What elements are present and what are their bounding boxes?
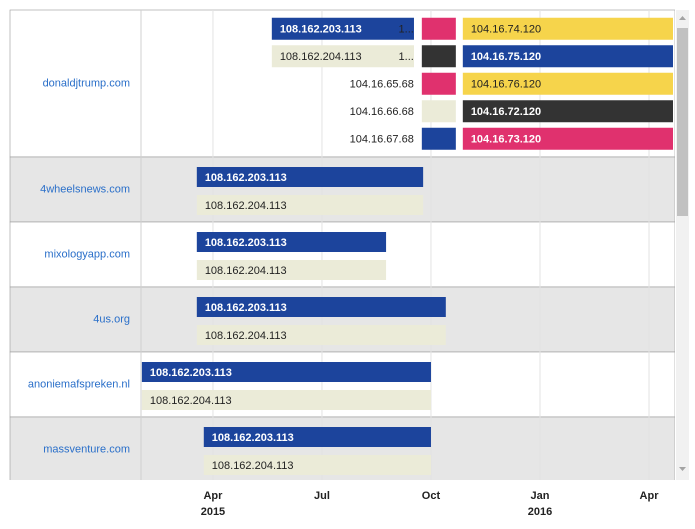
scroll-down[interactable] — [679, 467, 686, 471]
row-label[interactable]: anoniemafspreken.nl — [28, 378, 130, 390]
timeline-bar[interactable] — [421, 45, 456, 68]
x-tick-label: Jul — [314, 490, 330, 502]
bar-label: 104.16.73.120 — [471, 134, 541, 146]
bar-label: 104.16.75.120 — [471, 51, 541, 63]
row-label[interactable]: massventure.com — [43, 443, 130, 455]
bar-label: 1... — [399, 51, 414, 63]
bar-label: 104.16.67.68 — [350, 134, 414, 146]
row-label[interactable]: 4wheelsnews.com — [40, 183, 130, 195]
bar-label: 104.16.74.120 — [471, 24, 541, 36]
x-tick-label: Jan — [531, 490, 550, 502]
bar-label: 104.16.76.120 — [471, 79, 541, 91]
bar-label: 108.162.203.113 — [212, 432, 294, 444]
bar-label: 108.162.203.113 — [205, 237, 287, 249]
timeline-bar[interactable] — [462, 127, 673, 150]
timeline-bar[interactable] — [421, 100, 456, 123]
x-tick-label: Oct — [422, 490, 441, 502]
bar-label: 108.162.203.113 — [150, 367, 232, 379]
bar-label: 104.16.72.120 — [471, 106, 541, 118]
x-axis: Apr Jul Oct Jan Apr 2015 2016 — [201, 490, 659, 518]
timeline-bar[interactable] — [462, 17, 673, 40]
timeline-bar[interactable] — [421, 17, 456, 40]
bar-label: 108.162.204.113 — [205, 200, 287, 212]
timeline-bar[interactable] — [196, 260, 387, 280]
bar-label: 104.16.66.68 — [350, 106, 414, 118]
bar-label: 108.162.204.113 — [150, 395, 232, 407]
timeline-bar[interactable] — [462, 100, 673, 123]
bar-label: 108.162.204.113 — [280, 51, 362, 63]
timeline-bar[interactable] — [196, 297, 446, 317]
bar-label: 1... — [399, 24, 414, 36]
x-tick-label: Apr — [640, 490, 660, 502]
timeline-bar[interactable] — [421, 127, 456, 150]
timeline-bar[interactable] — [203, 455, 431, 475]
timeline-bar[interactable] — [196, 195, 424, 215]
timeline-bar[interactable] — [462, 72, 673, 95]
bar-label: 108.162.203.113 — [205, 302, 287, 314]
bar-label: 104.16.65.68 — [350, 79, 414, 91]
timeline-bar[interactable] — [141, 390, 431, 410]
row-label[interactable]: 4us.org — [93, 313, 130, 325]
bar-label: 108.162.204.113 — [205, 265, 287, 277]
timeline-bar[interactable] — [271, 45, 414, 68]
bar-label: 108.162.203.113 — [205, 172, 287, 184]
timeline-bar[interactable] — [421, 72, 456, 95]
row-label[interactable]: mixologyapp.com — [44, 248, 130, 260]
timeline-bar[interactable] — [271, 17, 414, 40]
bar-label: 108.162.204.113 — [212, 460, 294, 472]
timeline-bar[interactable] — [196, 167, 424, 187]
x-tick-label: Apr — [203, 490, 223, 502]
timeline-bar[interactable] — [462, 45, 673, 68]
bar-label: 108.162.203.113 — [280, 24, 362, 36]
bar-label: 108.162.204.113 — [205, 330, 287, 342]
timeline-bar[interactable] — [196, 232, 387, 252]
timeline-bar[interactable] — [203, 427, 431, 447]
row-label[interactable]: donaldjtrump.com — [43, 77, 130, 89]
x-tick-year: 2016 — [528, 506, 552, 518]
chart-body: donaldjtrump.com 108.162.203.113 108.162.2… — [9, 9, 675, 480]
timeline-bar[interactable] — [196, 325, 446, 345]
timeline-bar[interactable] — [141, 362, 431, 382]
scroll-up[interactable] — [679, 16, 686, 20]
scrollbar-thumb[interactable] — [677, 28, 688, 216]
x-tick-year: 2015 — [201, 506, 225, 518]
